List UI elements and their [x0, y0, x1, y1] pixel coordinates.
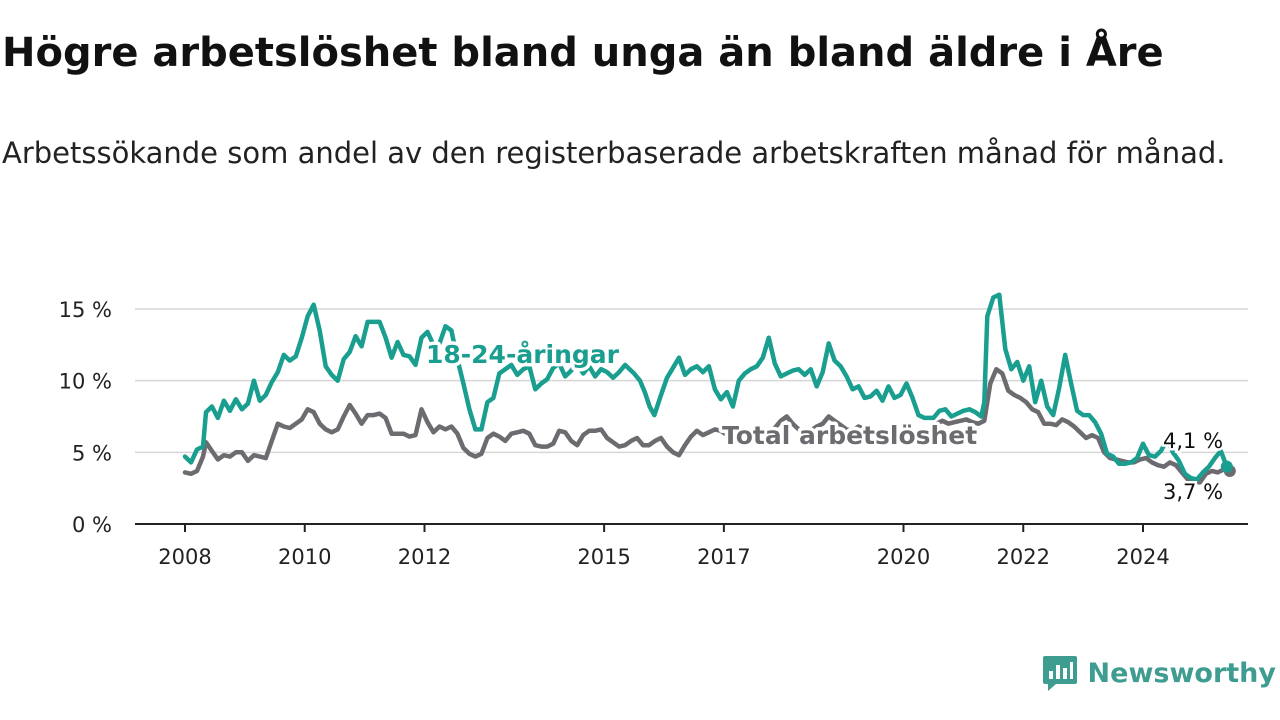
label-layer: 0 % 5 % 10 % 15 % 2008 2010 2012 2015 2017 2020 20…	[59, 298, 1226, 569]
series-total-line	[182, 366, 1233, 485]
series-layer	[182, 292, 1236, 485]
brand-name: Newsworthy	[1087, 657, 1276, 689]
newsworthy-brand: Newsworthy	[1042, 654, 1276, 692]
y-tick-label: 15 %	[59, 298, 112, 322]
x-tick-label: 2008	[158, 545, 211, 569]
series-label-youth: 18-24-åringar	[426, 340, 620, 369]
y-tick-label: 10 %	[59, 370, 112, 394]
end-label-total: 3,7 %	[1163, 480, 1223, 504]
series-label-total: Total arbetslöshet	[722, 421, 977, 450]
x-tick-label: 2012	[398, 545, 451, 569]
x-tick-label: 2010	[278, 545, 331, 569]
y-tick-label: 5 %	[72, 441, 112, 465]
y-tick-label: 0 %	[72, 513, 112, 537]
end-label-youth: 4,1 %	[1163, 429, 1223, 453]
newsworthy-logo-icon	[1042, 656, 1077, 691]
x-tick-label: 2022	[997, 545, 1050, 569]
chart-subtitle: Arbetssökande som andel av den registerb…	[2, 136, 1226, 170]
series-end-marker	[1220, 460, 1233, 473]
x-tick-label: 2017	[697, 545, 750, 569]
series-youth-line	[182, 292, 1230, 482]
x-tick-label: 2024	[1116, 545, 1169, 569]
page-title: Högre arbetslöshet bland unga än bland ä…	[2, 30, 1164, 76]
x-tick-label: 2020	[877, 545, 930, 569]
x-tick-label: 2015	[577, 545, 630, 569]
